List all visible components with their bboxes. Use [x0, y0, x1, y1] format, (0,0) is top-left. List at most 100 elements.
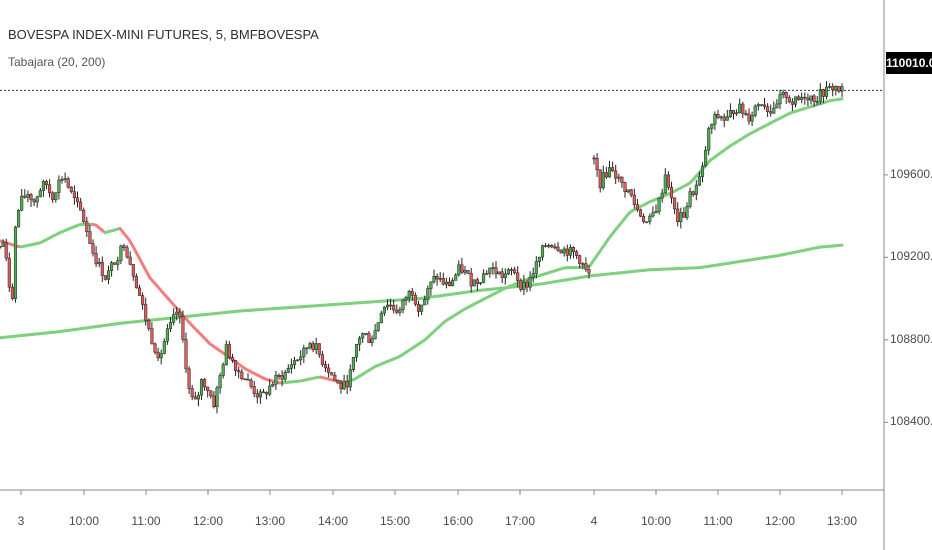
- candle-body: [460, 264, 464, 273]
- candle-body: [175, 311, 179, 315]
- candle-body: [806, 97, 810, 101]
- x-tick-label: 13:00: [254, 514, 286, 528]
- candle-body: [700, 165, 705, 177]
- candle-body: [261, 391, 266, 394]
- candle-body: [323, 364, 328, 369]
- candle-body: [38, 190, 42, 198]
- candle-body: [581, 263, 585, 265]
- candle-body: [215, 387, 219, 407]
- candle-body: [629, 189, 633, 196]
- candle-body: [441, 278, 445, 285]
- candle-body: [407, 290, 411, 298]
- x-tick-label: 11:00: [703, 514, 733, 528]
- candle-body: [416, 303, 421, 312]
- candle-body: [534, 261, 538, 274]
- x-tick-label: 12:00: [192, 514, 224, 528]
- candle-body: [206, 386, 210, 391]
- candle-body: [753, 105, 757, 116]
- last-price-tag: 110010.0: [886, 52, 932, 74]
- candle-body: [44, 181, 49, 185]
- candle-body: [635, 204, 639, 210]
- candle-body: [401, 299, 405, 310]
- candle-body: [575, 251, 579, 256]
- candle-body: [741, 103, 745, 114]
- candle-body: [790, 101, 794, 105]
- candle-body: [358, 337, 362, 345]
- candle-body: [420, 304, 424, 312]
- candle-body: [651, 212, 655, 217]
- candle-body: [472, 279, 476, 287]
- candle-body: [457, 264, 461, 276]
- candle-body: [642, 215, 646, 222]
- candle-body: [54, 192, 58, 200]
- candle-body: [540, 245, 545, 258]
- candle-body: [697, 176, 701, 186]
- candle-body: [75, 197, 80, 203]
- chart-frame: [0, 0, 885, 550]
- candle-body: [587, 269, 591, 274]
- candle-body: [444, 281, 448, 285]
- x-tick-label: 13:00: [826, 514, 858, 528]
- ma200-layer: [0, 243, 844, 340]
- candle-body: [685, 206, 689, 218]
- candle-body: [311, 343, 315, 350]
- candle-body: [648, 215, 652, 222]
- candle-body: [463, 270, 467, 273]
- candle-body: [69, 186, 73, 192]
- x-tick-label: 15:00: [379, 514, 411, 528]
- candle-body: [389, 304, 393, 307]
- candle-body: [103, 275, 107, 280]
- candle-body: [153, 343, 157, 353]
- candle-body: [638, 209, 643, 217]
- chart-title: BOVESPA INDEX-MINI FUTURES, 5, BMFBOVESP…: [8, 27, 319, 42]
- candle-body: [209, 390, 213, 397]
- candle-body: [812, 95, 816, 102]
- candle-body: [731, 110, 736, 115]
- candle-body: [815, 101, 819, 103]
- candle-body: [626, 189, 630, 193]
- candle-body: [669, 186, 674, 199]
- x-tick-label: 4: [590, 514, 598, 528]
- candle-body: [673, 197, 677, 210]
- candle-body: [797, 96, 801, 100]
- candle-body: [809, 95, 813, 101]
- y-tick-label: 109200.0: [890, 249, 932, 264]
- candle-body: [679, 212, 683, 223]
- candle-body: [122, 245, 126, 248]
- candle-body: [354, 344, 359, 358]
- candle-body: [413, 295, 417, 305]
- candle-body: [289, 364, 293, 369]
- candle-body: [274, 375, 278, 385]
- candle-body: [694, 184, 698, 195]
- candle-body: [766, 106, 770, 112]
- x-tick-label: 10:00: [68, 514, 100, 528]
- candle-body: [482, 273, 486, 283]
- candle-body: [255, 393, 259, 398]
- candle-body: [503, 273, 507, 278]
- candle-body: [559, 250, 563, 254]
- candle-body: [268, 385, 272, 395]
- candle-body: [632, 194, 636, 205]
- candle-body: [249, 379, 253, 387]
- candle-body: [7, 257, 11, 288]
- candle-body: [617, 176, 621, 179]
- candle-body: [506, 269, 510, 275]
- candle-body: [756, 104, 760, 107]
- candle-body: [351, 356, 355, 371]
- candle-body: [725, 116, 729, 121]
- candle-body: [246, 379, 250, 381]
- candle-body: [286, 368, 290, 373]
- candle-body: [747, 113, 751, 122]
- candle-body: [184, 339, 188, 370]
- indicator-label: Tabajara (20, 200): [8, 55, 106, 69]
- candle-body: [438, 278, 442, 280]
- candle-body: [759, 104, 763, 106]
- candle-body: [106, 270, 111, 280]
- candle-body: [144, 304, 148, 321]
- candle-body: [333, 374, 337, 381]
- candle-body: [571, 247, 576, 252]
- candle-body: [72, 191, 76, 198]
- candle-body: [410, 290, 414, 296]
- candle-body: [604, 172, 608, 178]
- candle-body: [578, 255, 582, 264]
